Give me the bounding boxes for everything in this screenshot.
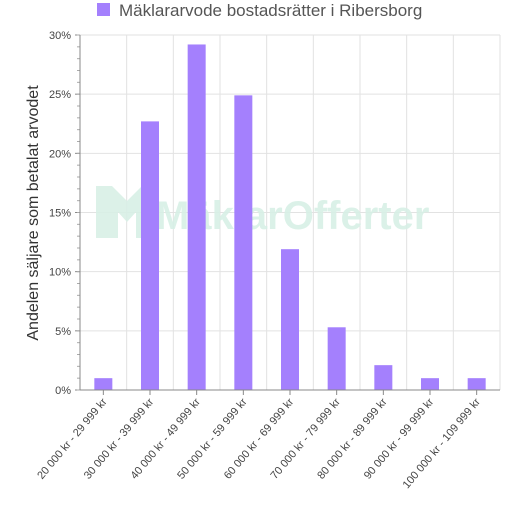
y-tick-label: 10% — [49, 267, 71, 279]
bars — [94, 44, 486, 390]
bar[interactable] — [187, 44, 206, 390]
x-tick-label: 100 000 kr - 109 999 kr — [401, 396, 484, 491]
y-tick-label: 30% — [49, 30, 71, 42]
y-tick-label: 15% — [49, 208, 71, 220]
bar[interactable] — [281, 249, 299, 390]
legend[interactable]: Mäklararvode bostadsrätter i Ribersborg — [97, 1, 422, 20]
y-tick-labels: 0% 5% 10% 15% 20% 25% 30% — [49, 30, 71, 397]
y-axis-title: Andelen säljare som betalat arvodet — [25, 85, 42, 341]
watermark-logo-icon — [96, 186, 150, 238]
legend-swatch — [97, 3, 110, 16]
bar[interactable] — [467, 378, 486, 390]
y-tick-label: 20% — [49, 148, 71, 160]
y-tick-label: 5% — [55, 326, 71, 338]
legend-label: Mäklararvode bostadsrätter i Ribersborg — [119, 1, 422, 20]
bar[interactable] — [374, 365, 393, 390]
bar[interactable] — [234, 95, 253, 390]
grid-lines — [79, 34, 501, 391]
y-tick-label: 25% — [49, 89, 71, 101]
bar[interactable] — [421, 378, 439, 390]
bar[interactable] — [327, 327, 346, 390]
bar[interactable] — [141, 121, 159, 390]
axes — [75, 34, 500, 395]
y-tick-label: 0% — [55, 385, 71, 397]
bar[interactable] — [94, 378, 113, 390]
